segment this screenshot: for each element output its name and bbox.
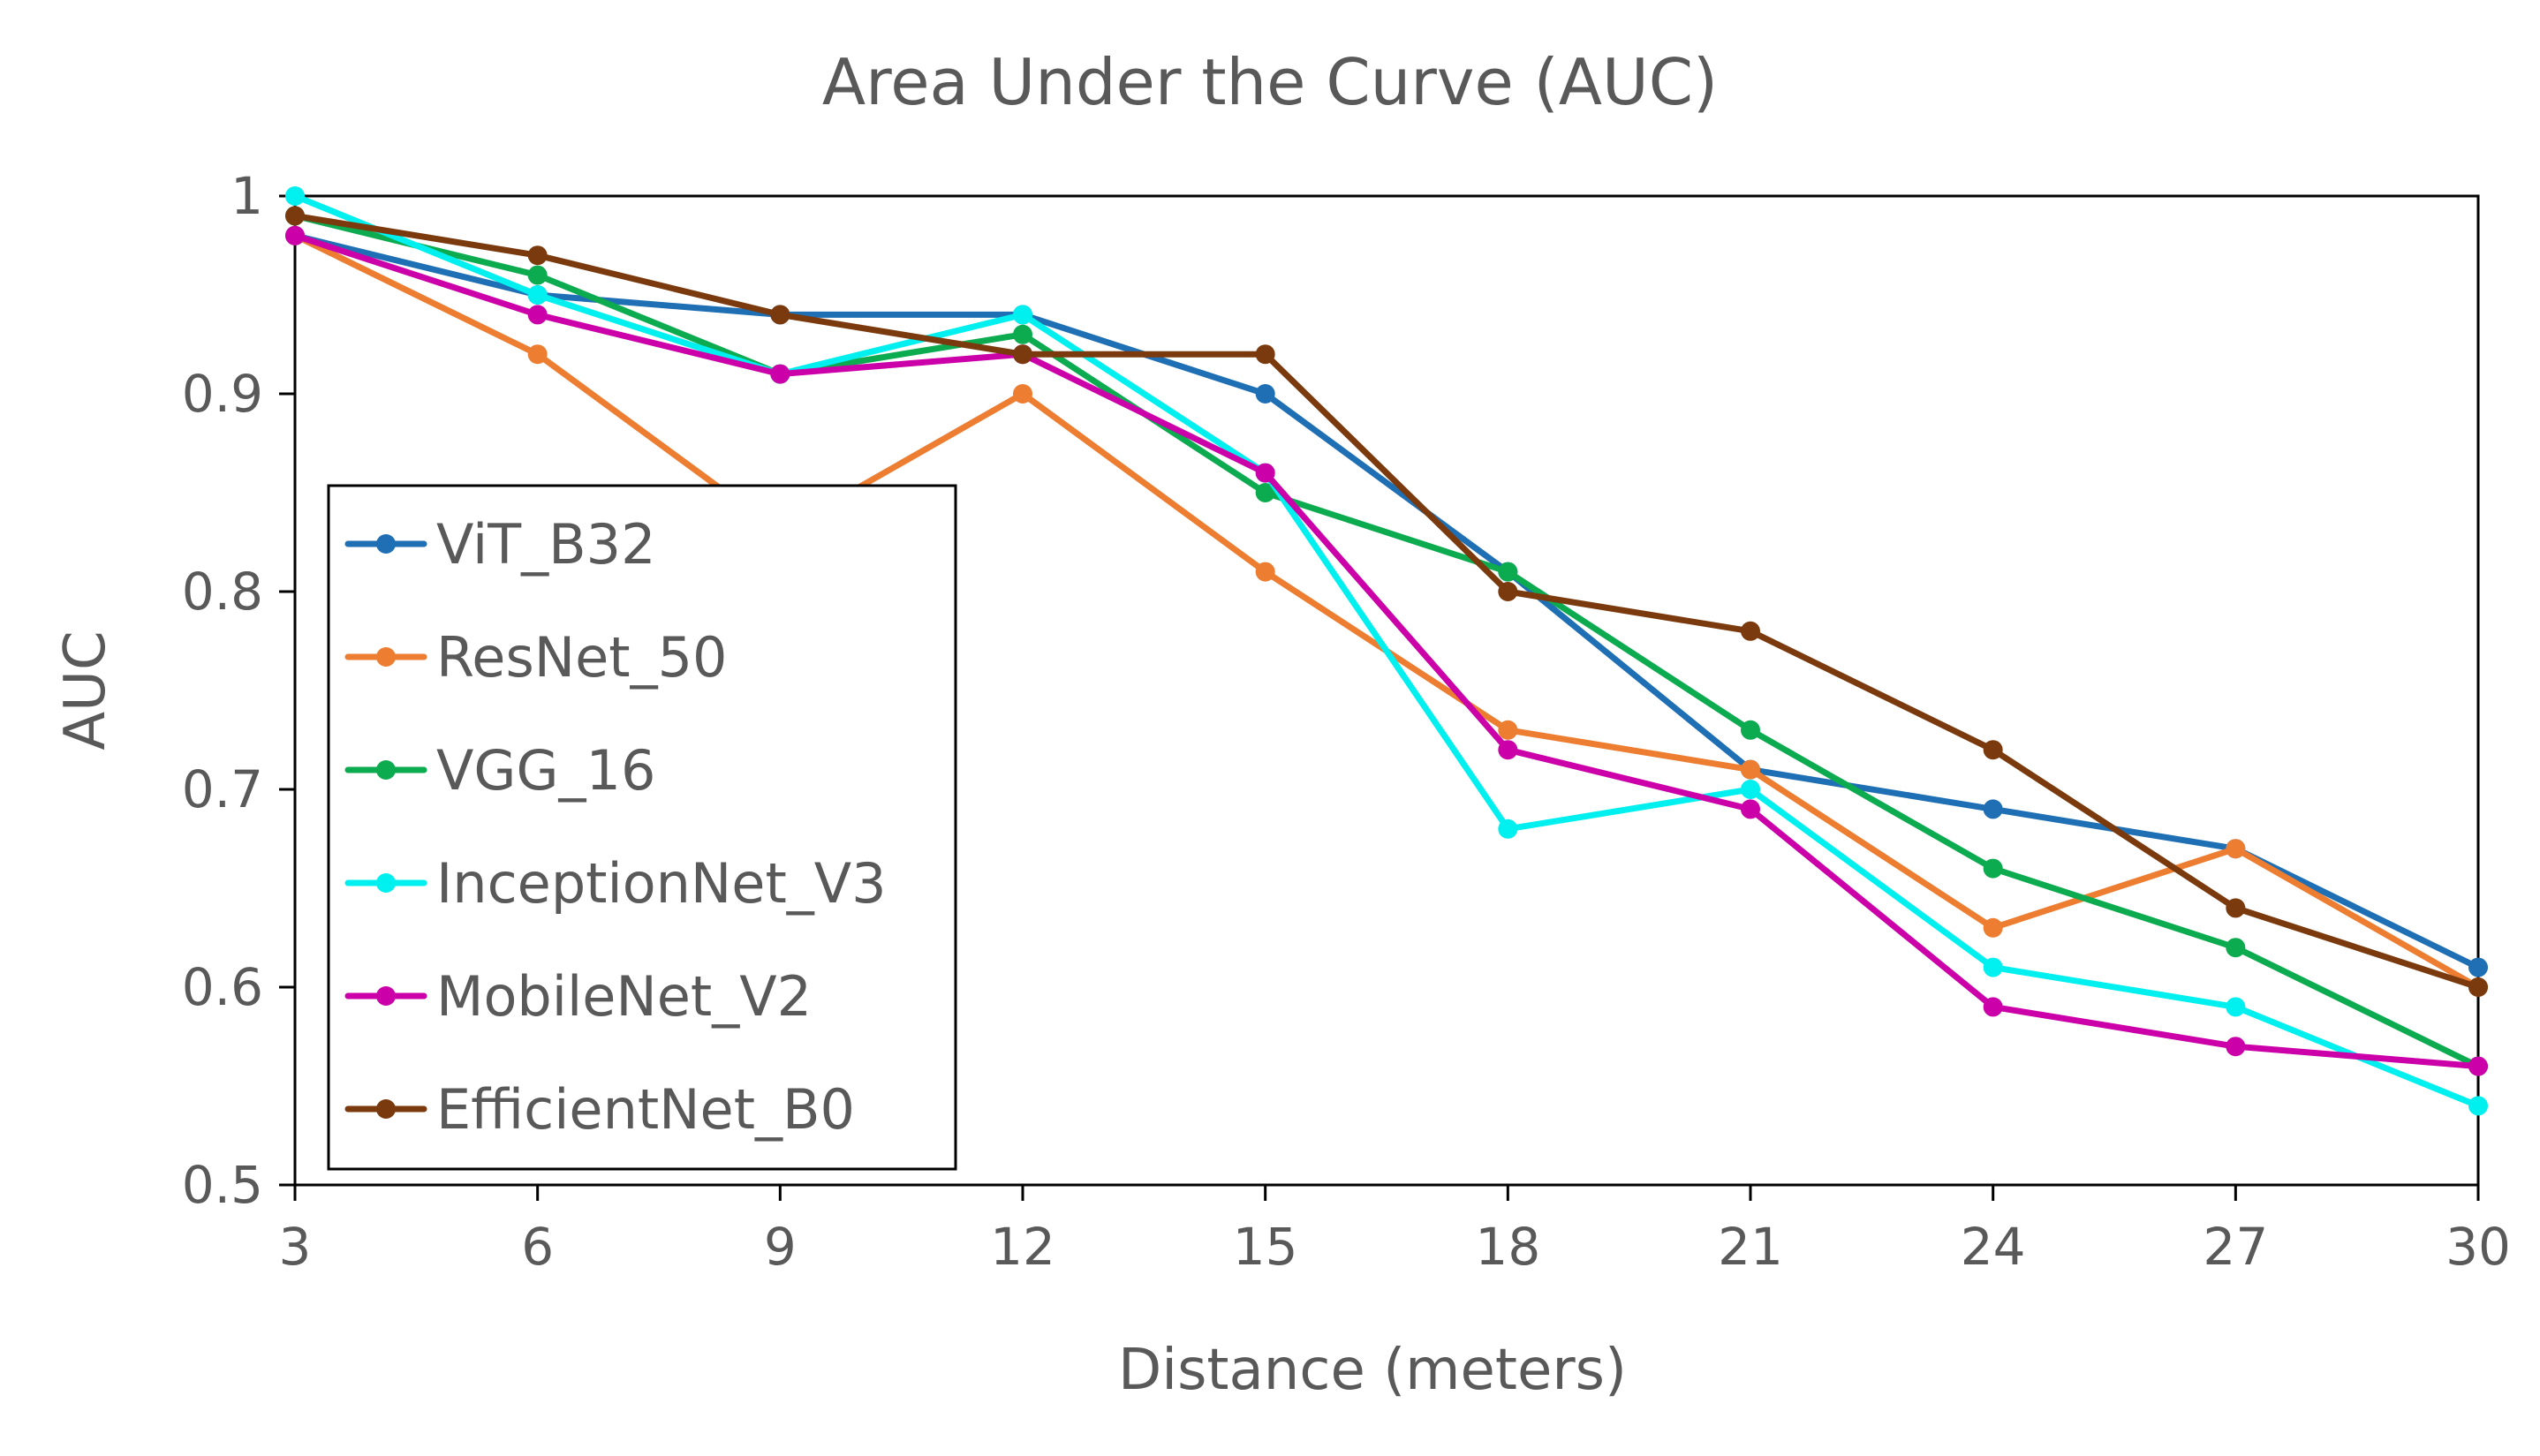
data-point-efficientnet-b0 bbox=[285, 206, 305, 226]
data-point-vgg-16 bbox=[1983, 858, 2003, 879]
chart-title: Area Under the Curve (AUC) bbox=[822, 45, 1718, 119]
data-point-inceptionnet-v3 bbox=[1013, 305, 1032, 325]
data-point-mobilenet-v2 bbox=[2468, 1056, 2488, 1076]
data-point-vgg-16 bbox=[2226, 938, 2246, 958]
series-line-mobilenet-v2 bbox=[291, 232, 2482, 1070]
legend-label: VGG_16 bbox=[436, 738, 655, 803]
x-tick-label: 21 bbox=[1718, 1217, 1783, 1277]
x-tick-label: 9 bbox=[764, 1217, 797, 1277]
x-tick-label: 30 bbox=[2446, 1217, 2511, 1277]
y-axis-title: AUC bbox=[53, 630, 118, 750]
data-point-mobilenet-v2 bbox=[1741, 799, 1760, 819]
data-point-vit-b32 bbox=[1255, 384, 1275, 404]
plot-area-frame bbox=[293, 194, 2480, 1187]
data-point-efficientnet-b0 bbox=[770, 305, 790, 325]
series-inceptionnet-v3 bbox=[285, 186, 2488, 1116]
data-point-mobilenet-v2 bbox=[285, 225, 305, 245]
data-point-resnet-50 bbox=[527, 344, 548, 365]
data-point-inceptionnet-v3 bbox=[285, 186, 305, 206]
data-point-resnet-50 bbox=[2226, 839, 2246, 859]
y-tick-label: 0.6 bbox=[182, 957, 263, 1017]
legend-item-vit-b32: ViT_B32 bbox=[344, 512, 656, 577]
y-axis: 0.5 0.6 0.7 0.8 0.9 1 bbox=[182, 166, 295, 1215]
y-tick-label: 0.5 bbox=[182, 1155, 263, 1215]
data-point-resnet-50 bbox=[1255, 562, 1275, 582]
y-tick-label: 1 bbox=[231, 166, 263, 226]
series-line-efficientnet-b0 bbox=[291, 212, 2482, 991]
data-point-inceptionnet-v3 bbox=[1498, 819, 1518, 839]
y-tick-label: 0.8 bbox=[182, 562, 263, 622]
x-axis-title: Distance (meters) bbox=[1118, 1338, 1627, 1403]
legend-item-mobilenet-v2: MobileNet_V2 bbox=[344, 964, 812, 1029]
data-point-vgg-16 bbox=[527, 265, 548, 285]
x-tick-label: 24 bbox=[1961, 1217, 2026, 1277]
data-point-resnet-50 bbox=[1983, 917, 2003, 938]
data-point-vgg-16 bbox=[1741, 720, 1760, 740]
data-point-resnet-50 bbox=[1013, 384, 1032, 404]
data-point-inceptionnet-v3 bbox=[1741, 780, 1760, 799]
data-point-vit-b32 bbox=[2468, 957, 2488, 977]
data-point-efficientnet-b0 bbox=[1741, 621, 1760, 641]
legend-item-resnet-50: ResNet_50 bbox=[344, 625, 727, 690]
data-point-efficientnet-b0 bbox=[2226, 898, 2246, 918]
data-point-resnet-50 bbox=[1498, 720, 1518, 740]
legend-swatch-marker bbox=[376, 647, 396, 667]
x-tick-label: 27 bbox=[2203, 1217, 2268, 1277]
data-point-inceptionnet-v3 bbox=[2226, 997, 2246, 1017]
data-point-vgg-16 bbox=[1498, 562, 1518, 582]
legend-swatch-marker bbox=[376, 534, 396, 554]
legend-label: MobileNet_V2 bbox=[436, 964, 812, 1029]
legend-label: ResNet_50 bbox=[436, 625, 727, 690]
x-tick-label: 3 bbox=[279, 1217, 312, 1277]
series-line-inceptionnet-v3 bbox=[291, 192, 2482, 1109]
data-point-efficientnet-b0 bbox=[1255, 344, 1275, 365]
data-point-resnet-50 bbox=[1741, 759, 1760, 780]
legend-item-vgg-16: VGG_16 bbox=[344, 738, 655, 803]
data-point-efficientnet-b0 bbox=[1983, 740, 2003, 760]
legend-item-efficientnet-b0: EfficientNet_B0 bbox=[344, 1077, 855, 1142]
x-tick-label: 18 bbox=[1475, 1217, 1540, 1277]
x-tick-label: 12 bbox=[990, 1217, 1055, 1277]
data-point-efficientnet-b0 bbox=[527, 245, 548, 266]
series-efficientnet-b0 bbox=[285, 206, 2488, 997]
legend-label: EfficientNet_B0 bbox=[436, 1077, 855, 1142]
data-point-vgg-16 bbox=[1013, 324, 1032, 344]
legend-item-inceptionnet-v3: InceptionNet_V3 bbox=[344, 851, 887, 916]
data-point-mobilenet-v2 bbox=[770, 364, 790, 384]
y-tick-label: 0.9 bbox=[182, 364, 263, 424]
data-point-inceptionnet-v3 bbox=[527, 285, 548, 305]
legend-swatch-marker bbox=[376, 873, 396, 893]
x-tick-label: 15 bbox=[1233, 1217, 1298, 1277]
data-point-mobilenet-v2 bbox=[527, 305, 548, 325]
legend-items: ViT_B32 ResNet_50 VGG_16 InceptionNet_V3 Mob… bbox=[344, 512, 887, 1142]
legend-swatch-marker bbox=[376, 1099, 396, 1119]
data-point-vit-b32 bbox=[1983, 799, 2003, 819]
legend-swatch-marker bbox=[376, 986, 396, 1006]
legend-box bbox=[327, 484, 957, 1171]
data-point-mobilenet-v2 bbox=[1498, 740, 1518, 760]
legend-label: InceptionNet_V3 bbox=[436, 851, 887, 916]
legend-swatch-marker bbox=[376, 760, 396, 780]
x-axis: 3 6 9 12 15 18 21 24 27 30 bbox=[279, 1185, 2511, 1277]
data-point-mobilenet-v2 bbox=[2226, 1037, 2246, 1057]
x-tick-label: 6 bbox=[521, 1217, 554, 1277]
series-layer bbox=[285, 186, 2488, 1116]
data-point-mobilenet-v2 bbox=[1255, 463, 1275, 483]
data-point-efficientnet-b0 bbox=[1013, 344, 1032, 365]
data-point-inceptionnet-v3 bbox=[1983, 957, 2003, 977]
legend-label: ViT_B32 bbox=[436, 512, 656, 577]
data-point-vgg-16 bbox=[1255, 483, 1275, 502]
y-tick-label: 0.7 bbox=[182, 759, 263, 819]
legend: ViT_B32 ResNet_50 VGG_16 InceptionNet_V3 Mob… bbox=[327, 484, 957, 1171]
data-point-mobilenet-v2 bbox=[1983, 997, 2003, 1017]
data-point-inceptionnet-v3 bbox=[2468, 1096, 2488, 1116]
data-point-efficientnet-b0 bbox=[1498, 582, 1518, 601]
data-point-efficientnet-b0 bbox=[2468, 977, 2488, 997]
series-line-vgg-16 bbox=[291, 212, 2482, 1070]
